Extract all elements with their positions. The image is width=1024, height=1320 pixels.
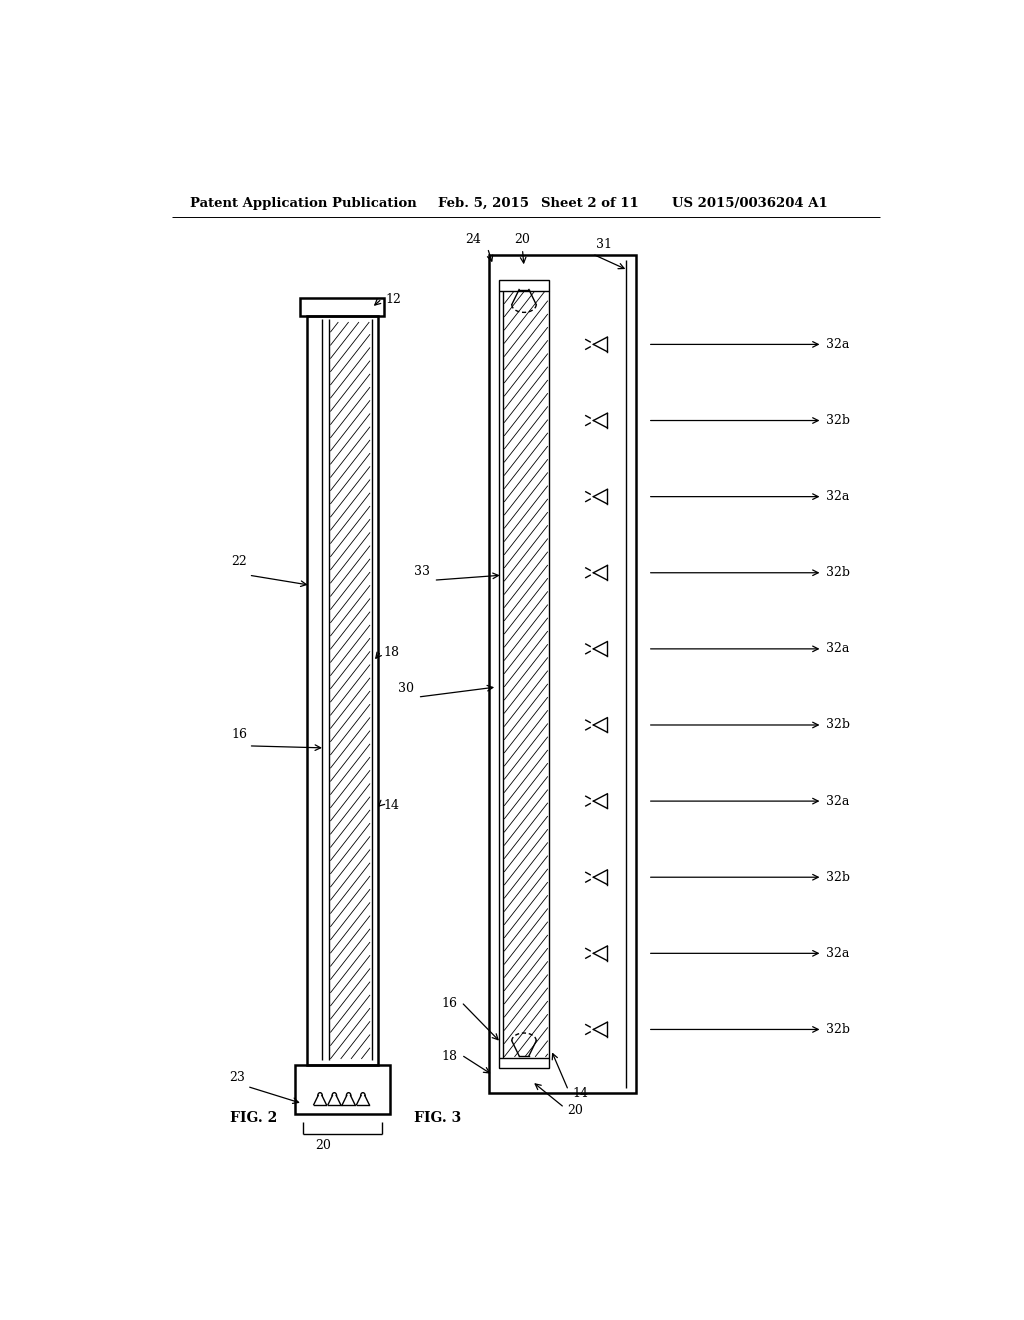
Text: 31: 31 [596, 238, 612, 251]
Text: 14: 14 [384, 799, 399, 812]
Text: US 2015/0036204 A1: US 2015/0036204 A1 [672, 197, 827, 210]
Text: 32b: 32b [826, 718, 850, 731]
Bar [489, 255, 636, 1093]
Text: 32a: 32a [826, 338, 850, 351]
Text: 24: 24 [465, 232, 481, 246]
Text: 32a: 32a [826, 490, 850, 503]
Text: 32a: 32a [826, 795, 850, 808]
Text: 20: 20 [514, 232, 530, 246]
Text: FIG. 3: FIG. 3 [414, 1111, 461, 1125]
Text: 14: 14 [572, 1086, 589, 1100]
Text: 12: 12 [386, 293, 401, 306]
Text: 16: 16 [231, 727, 247, 741]
Text: 18: 18 [441, 1049, 458, 1063]
Bar [306, 315, 378, 1065]
Text: Patent Application Publication: Patent Application Publication [189, 197, 417, 210]
Text: 33: 33 [414, 565, 430, 578]
Text: 32b: 32b [826, 414, 850, 426]
Text: 32a: 32a [826, 946, 850, 960]
Bar [295, 1065, 390, 1114]
Text: 32b: 32b [826, 1023, 850, 1036]
Text: Feb. 5, 2015: Feb. 5, 2015 [437, 197, 528, 210]
Bar [300, 297, 384, 315]
Text: 30: 30 [397, 682, 414, 696]
Text: FIG. 2: FIG. 2 [229, 1111, 276, 1125]
Text: 32b: 32b [826, 566, 850, 579]
Text: 18: 18 [384, 647, 399, 660]
Text: 20: 20 [315, 1139, 331, 1152]
Text: 23: 23 [229, 1072, 246, 1084]
Text: 22: 22 [231, 554, 247, 568]
Text: 16: 16 [441, 997, 458, 1010]
Text: 20: 20 [567, 1104, 583, 1117]
Text: 32a: 32a [826, 643, 850, 655]
Bar [499, 1057, 549, 1068]
Text: Sheet 2 of 11: Sheet 2 of 11 [541, 197, 638, 210]
Bar [499, 280, 549, 290]
Text: 32b: 32b [826, 871, 850, 883]
